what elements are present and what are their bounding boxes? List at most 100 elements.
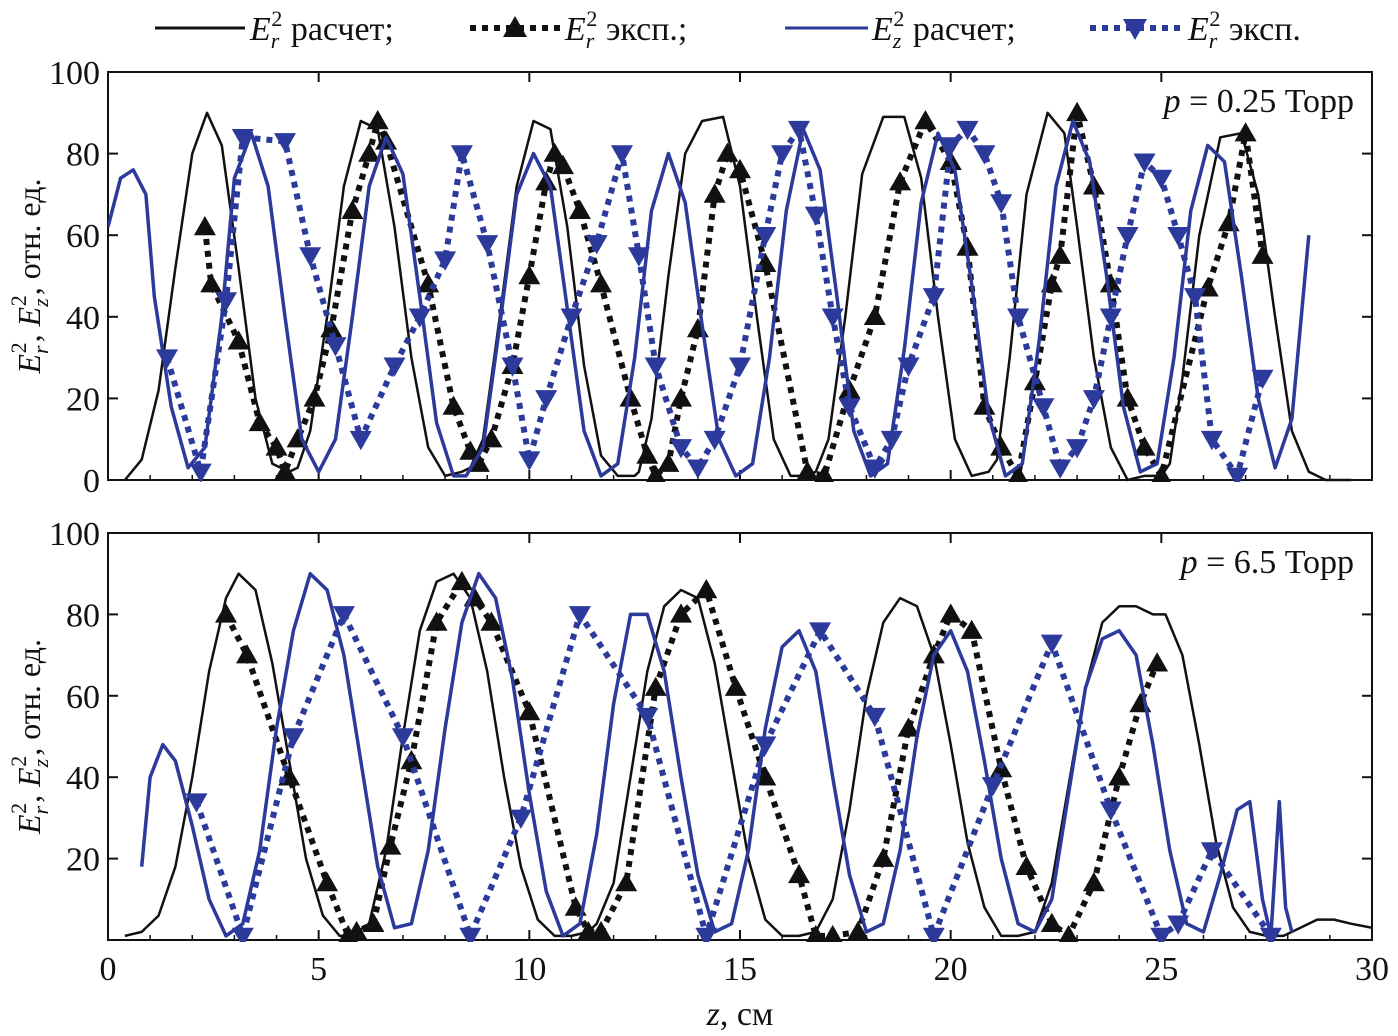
point-Ez_exp	[535, 390, 558, 410]
y-tick-label: 60	[66, 218, 100, 255]
y-tick-label: 0	[83, 463, 100, 500]
series-line-Ez_exp	[164, 126, 1266, 479]
point-Ez_exp	[1200, 842, 1223, 862]
y-tick-label: 100	[49, 516, 100, 553]
point-Ez_exp	[1032, 398, 1055, 418]
point-Er_exp	[1234, 122, 1257, 142]
point-Er_exp	[568, 199, 591, 219]
point-Ez_exp	[332, 606, 355, 626]
point-Ez_exp	[185, 793, 208, 813]
point-Er_exp	[814, 464, 835, 482]
point-Er_exp	[1066, 101, 1089, 122]
point-Ez_exp	[434, 251, 457, 271]
legend-label: Er2 эксп.;	[564, 6, 687, 53]
point-Ez_exp	[981, 777, 1004, 797]
point-Ez_exp	[644, 357, 667, 377]
legend-label: Er2 расчет;	[249, 6, 394, 53]
legend-item: Er2 эксп.	[1090, 6, 1301, 53]
x-tick-label: 20	[934, 951, 968, 988]
point-Er_exp	[863, 305, 886, 325]
point-Ez_exp	[922, 927, 945, 942]
point-Ez_exp	[1007, 308, 1030, 328]
point-Ez_exp	[560, 308, 583, 328]
point-Er_exp	[788, 863, 810, 884]
point-Ez_exp	[956, 120, 979, 141]
point-Ez_exp	[349, 430, 372, 451]
series-line-Er_exp	[223, 578, 1160, 939]
point-Ez_exp	[1099, 308, 1122, 328]
point-Er_exp	[872, 847, 895, 867]
point-Er_exp	[1099, 273, 1122, 293]
point-Ez_exp	[788, 120, 810, 141]
point-Er_exp	[459, 440, 482, 460]
point-Er_exp	[200, 273, 223, 293]
point-Er_exp	[619, 387, 642, 407]
point-Ez_exp	[804, 206, 827, 226]
point-Ez_exp	[1049, 459, 1072, 479]
point-Ez_exp	[897, 357, 920, 377]
point-Ez_exp	[1226, 467, 1249, 482]
pressure-annotation: p = 0.25 Торр	[1162, 83, 1354, 120]
point-Er_exp	[450, 570, 473, 591]
plot-area	[124, 570, 1372, 942]
legend-marker	[1123, 19, 1147, 40]
point-Ez_exp	[1116, 227, 1139, 247]
series-line-Er_exp	[201, 109, 1266, 479]
point-Er_exp	[379, 835, 402, 855]
point-Ez_exp	[476, 235, 499, 255]
point-Ez_exp	[636, 707, 659, 728]
y-tick-label: 40	[66, 300, 100, 337]
point-Ez_exp	[408, 308, 431, 328]
point-Ez_exp	[450, 145, 473, 165]
point-Ez_exp	[1082, 390, 1105, 410]
x-tick-label: 10	[512, 951, 546, 988]
point-Er_exp	[644, 676, 667, 696]
point-Er_exp	[1217, 212, 1240, 232]
point-Er_exp	[358, 142, 381, 162]
point-Er_exp	[362, 912, 385, 932]
y-tick-label: 40	[66, 760, 100, 797]
point-Er_exp	[227, 330, 250, 350]
point-Er_exp	[590, 920, 612, 941]
point-Er_exp	[236, 644, 258, 664]
point-Er_exp	[645, 464, 666, 482]
point-Er_exp	[1146, 652, 1169, 672]
point-Er_exp	[193, 216, 216, 236]
point-Er_exp	[897, 717, 920, 737]
x-tick-label: 30	[1355, 951, 1389, 988]
point-Ez_exp	[299, 247, 322, 267]
y-tick-label: 100	[49, 55, 100, 92]
x-axis-label: z, см	[706, 996, 774, 1033]
point-Ez_exp	[231, 927, 254, 942]
point-Er_exp	[847, 920, 869, 941]
legend: Er2 расчет; Er2 эксп.; Ez2 расчет; Er2 эксп…	[155, 6, 1301, 53]
point-Ez_exp	[627, 247, 650, 267]
point-Ez_exp	[274, 133, 296, 153]
point-Ez_exp	[509, 809, 532, 829]
point-Er_exp	[1133, 436, 1156, 456]
series-line-Ez_calc	[108, 119, 1311, 478]
point-Er_exp	[703, 183, 726, 203]
series-line-Ez_calc	[139, 571, 1294, 938]
x-tick-label: 15	[723, 951, 757, 988]
panel-bottom: 20 40 60 80 100 0 5 10 15 20 25 30 p = 6.5 Торр	[49, 516, 1389, 988]
legend-item: Er2 эксп.;	[470, 6, 687, 53]
point-Er_exp	[366, 110, 389, 130]
point-Ez_exp	[501, 357, 524, 377]
point-Er_exp	[1040, 912, 1063, 932]
point-Er_exp	[729, 158, 751, 179]
point-Ez_exp	[863, 459, 886, 479]
point-Er_exp	[636, 444, 659, 464]
point-Ez_exp	[754, 227, 777, 247]
point-Ez_exp	[1200, 430, 1223, 451]
x-tick-label: 25	[1144, 951, 1178, 988]
pressure-annotation: p = 6.5 Торр	[1179, 544, 1354, 581]
y-tick-label: 60	[66, 679, 100, 716]
x-tick-label: 5	[310, 951, 327, 988]
point-Ez_exp	[670, 439, 692, 459]
point-Er_exp	[1049, 244, 1072, 264]
point-Er_exp	[695, 579, 718, 599]
point-Ez_exp	[809, 622, 832, 642]
y-axis-labels: Er2, Ez2, отн. ед. Er2, Ez2, отн. ед.	[6, 179, 53, 835]
point-Er_exp	[1008, 464, 1028, 482]
